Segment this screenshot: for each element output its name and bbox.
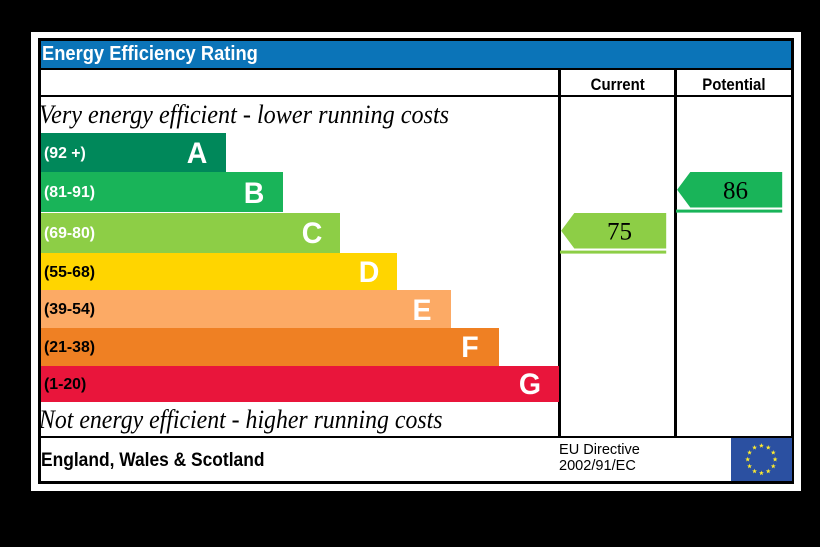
svg-text:86: 86 [723, 177, 748, 204]
svg-text:75: 75 [607, 218, 632, 245]
